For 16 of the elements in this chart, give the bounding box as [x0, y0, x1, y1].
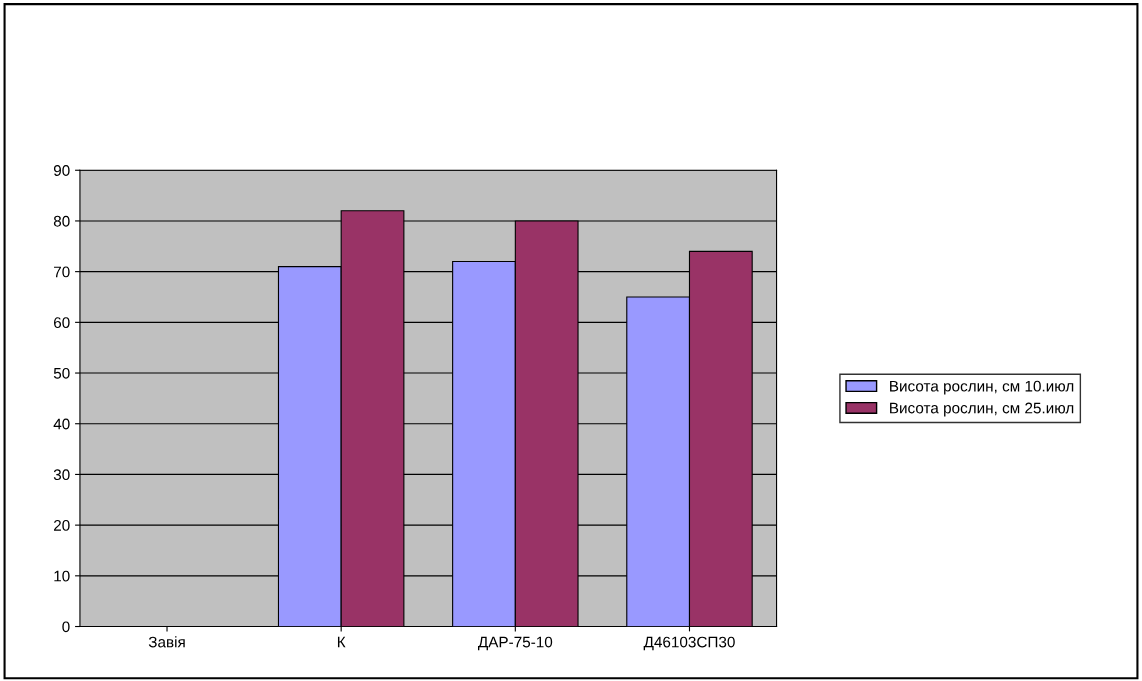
legend-label: Висота рослин, см 10.июл [890, 380, 1074, 395]
y-tick-label: 0 [62, 621, 70, 633]
y-tick-label: 70 [54, 266, 70, 278]
y-tick-label: 90 [53, 165, 70, 176]
y-tick-label: 60 [54, 317, 70, 329]
x-tick-label: К [337, 636, 346, 648]
y-tick-label: 50 [53, 367, 70, 379]
x-tick-label: Завія [148, 636, 185, 648]
legend-label: Висота рослин, см 25.июл [890, 402, 1074, 417]
y-tick-label: 30 [53, 469, 70, 481]
y-tick-label: 20 [53, 519, 70, 531]
x-tick-label: ДАР-75-10 [478, 636, 553, 651]
y-tick-label: 10 [54, 570, 70, 582]
y-tick-label: 40 [53, 418, 70, 430]
y-tick-label: 80 [53, 215, 70, 227]
x-tick-label: Д46103СП30 [643, 636, 735, 651]
